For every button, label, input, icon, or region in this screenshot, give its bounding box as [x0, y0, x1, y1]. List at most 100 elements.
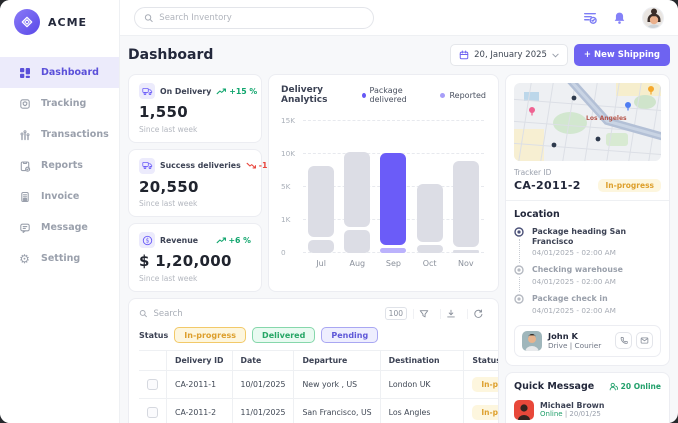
download-button[interactable] — [440, 308, 461, 319]
bar-segment-delivered — [344, 152, 371, 227]
tracker-map[interactable]: Los Angeles — [514, 83, 661, 161]
shipments-table-card: 100 — [128, 298, 499, 423]
filter-button[interactable] — [413, 308, 434, 319]
chart-bar-nov[interactable] — [452, 121, 479, 253]
stat-caption: Since last week — [139, 199, 198, 209]
chart-title: Delivery Analytics — [281, 85, 328, 105]
chart-xtick-label: Oct — [422, 259, 437, 268]
message-icon — [18, 221, 31, 234]
tasks-edit-button[interactable] — [583, 11, 597, 25]
filter-chip-pending[interactable]: Pending — [321, 327, 379, 343]
filter-chip-in-progress[interactable]: In-progress — [174, 327, 247, 343]
table-search-input[interactable] — [153, 308, 379, 319]
status-filter-label: Status — [139, 330, 169, 340]
timeline-dot-icon — [514, 294, 524, 304]
settings-gear-icon: ⚙ — [19, 251, 30, 266]
page-title: Dashboard — [128, 47, 214, 63]
brand-logo: ACME — [0, 0, 119, 43]
row-checkbox[interactable] — [147, 379, 158, 390]
refresh-button[interactable] — [467, 308, 488, 319]
sidebar-item-tracking[interactable]: Tracking — [0, 88, 119, 119]
message-driver-button[interactable] — [636, 332, 653, 350]
global-search-input[interactable] — [159, 12, 364, 23]
download-icon — [447, 309, 455, 317]
legend-dot-icon — [440, 92, 446, 98]
sidebar-item-setting[interactable]: ⚙ Setting — [0, 243, 119, 274]
legend-reported[interactable]: Reported — [440, 86, 486, 104]
sidebar-item-transactions[interactable]: Transactions — [0, 119, 119, 150]
legend-package-delivered[interactable]: Package delivered — [361, 86, 427, 104]
trend-badge: +6 % — [216, 236, 251, 245]
call-driver-button[interactable] — [615, 332, 632, 350]
sidebar-item-invoice[interactable]: Invoice — [0, 181, 119, 212]
timeline-time: 04/01/2025 - 02:00 AM — [532, 277, 616, 287]
cell-delivery-id: CA-2011-1 — [166, 370, 233, 399]
chart-bar-jul[interactable] — [308, 121, 335, 253]
topbar — [120, 0, 678, 36]
bar-segment-reported — [344, 229, 371, 253]
sidebar-item-reports[interactable]: Reports — [0, 150, 119, 181]
stat-caption: Since last week — [139, 274, 198, 283]
stat-label: On Delivery — [160, 86, 212, 96]
filter-chip-delivered[interactable]: Delivered — [252, 327, 316, 343]
user-avatar[interactable] — [642, 6, 664, 29]
table-header-row: Delivery ID Date Departure Destination S… — [139, 350, 498, 371]
legend-dot-icon — [361, 92, 366, 98]
col-delivery-id: Delivery ID — [166, 350, 233, 371]
timeline-dot-icon — [514, 265, 524, 276]
chart-ytick-label: 15K — [281, 116, 296, 125]
cell-destination: London UK — [380, 370, 465, 399]
quick-message-card: Quick Message 20 Online — [505, 371, 670, 423]
bar-segment-reported — [416, 244, 443, 253]
dollar-icon: $ — [139, 232, 155, 249]
date-picker[interactable]: 20, January 2025 — [450, 44, 568, 66]
trend-down-icon — [246, 162, 256, 169]
transactions-icon — [18, 128, 31, 141]
sidebar-item-label: Dashboard — [41, 67, 99, 78]
tracker-id-label: Tracker ID — [514, 168, 552, 177]
truck-icon — [139, 157, 155, 174]
col-departure: Departure — [293, 350, 381, 371]
chart-gridline — [303, 120, 484, 121]
trend-badge: +15 % — [216, 87, 257, 96]
new-shipping-button[interactable]: + New Shipping — [573, 44, 670, 66]
sidebar-item-label: Setting — [41, 253, 81, 264]
online-user-icon — [609, 382, 618, 391]
stat-value: $ 1,20,000 — [139, 252, 232, 271]
sidebar-item-message[interactable]: Message — [0, 212, 119, 243]
cell-date: 10/01/2025 — [232, 370, 295, 399]
chart-ytick-label: 1K — [281, 215, 291, 224]
stat-card-success-deliveries: Success deliveries -1 % 20,550 — [128, 148, 278, 218]
delivery-analytics-chart: Delivery Analytics Package delivered Rep… — [268, 74, 499, 292]
chart-ytick-label: 5K — [281, 182, 291, 191]
trend-up-icon — [216, 88, 227, 94]
stat-label: Success deliveries — [160, 161, 241, 171]
page-size-selector[interactable]: 100 — [384, 307, 407, 320]
shipments-table: Delivery ID Date Departure Destination S… — [139, 350, 498, 423]
table-row[interactable]: CA-2011-2 11/01/2025 San Francisco, US L… — [139, 398, 498, 423]
chart-bar-aug[interactable] — [344, 121, 371, 253]
bar-segment-reported — [380, 248, 407, 253]
global-search[interactable] — [134, 6, 374, 29]
invoice-icon — [18, 190, 31, 203]
table-row[interactable]: CA-2011-1 10/01/2025 New york , US Londo… — [139, 370, 498, 399]
stat-card-revenue: $ Revenue +6 % — [128, 223, 262, 293]
stat-value: 1,550 — [139, 102, 188, 121]
filter-funnel-icon — [419, 309, 429, 317]
quick-message-user-row[interactable]: Michael Brown Online | 20/01/25 — [514, 399, 661, 420]
trend-up-icon — [216, 237, 226, 244]
sidebar-item-label: Transactions — [41, 129, 109, 140]
bar-segment-delivered — [308, 165, 335, 237]
timeline-item: Package check in 04/01/2025 - 02:00 AM — [514, 294, 661, 323]
chart-xtick-label: Sep — [385, 259, 401, 268]
chevron-down-icon — [552, 53, 559, 58]
sidebar-item-dashboard[interactable]: Dashboard — [0, 57, 119, 88]
timeline-time: 04/01/2025 - 02:00 AM — [532, 248, 616, 258]
chart-bar-oct[interactable] — [416, 121, 443, 253]
table-search[interactable] — [139, 308, 379, 319]
notifications-button[interactable] — [613, 11, 626, 25]
tracking-icon — [18, 97, 31, 110]
chart-bar-sep[interactable] — [380, 121, 407, 253]
search-icon — [144, 13, 153, 22]
row-checkbox[interactable] — [147, 407, 158, 418]
